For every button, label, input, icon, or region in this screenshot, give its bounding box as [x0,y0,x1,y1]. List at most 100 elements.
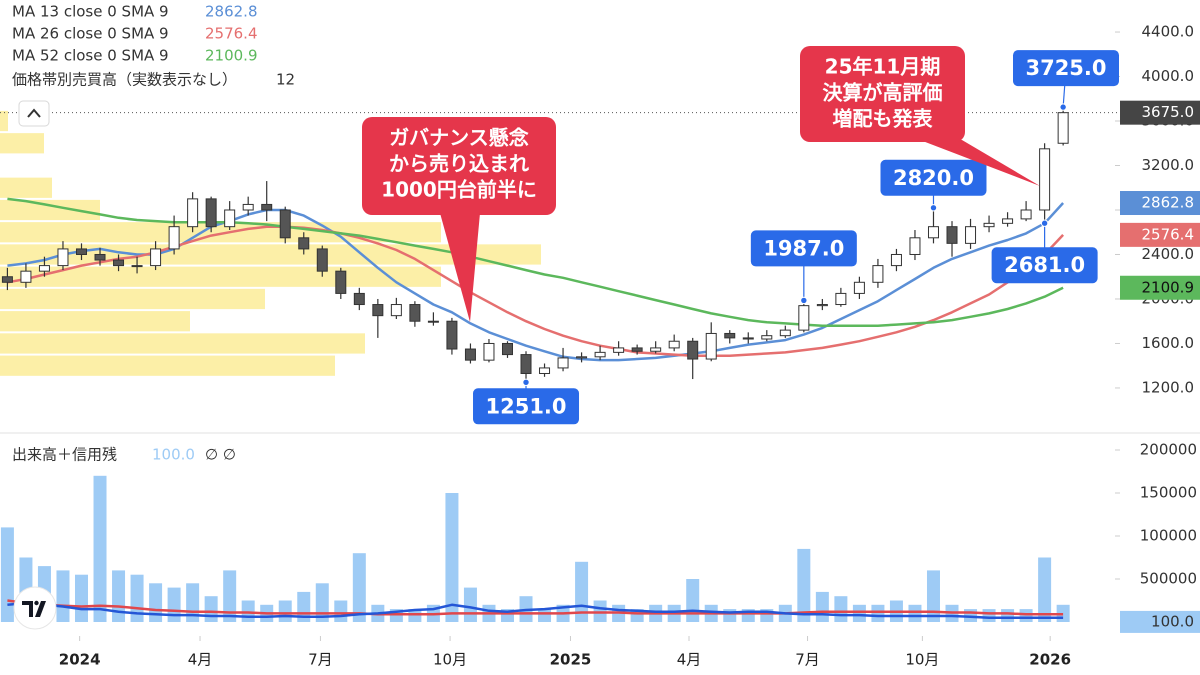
volume-legend-extra: ∅ ∅ [205,446,236,464]
volume-bar [445,493,459,622]
callout-box [362,117,556,215]
candle-body [872,265,884,283]
ma-tag-label: 2576.4 [1142,225,1195,243]
last-price-label: 3675.0 [1142,103,1195,121]
volume-bar [112,570,126,622]
annotation-box [880,159,987,196]
candle-body [613,347,625,353]
ma-line [7,197,1064,327]
candle-body [75,248,87,255]
profile-bar [0,199,100,221]
ma-tag [1120,222,1200,247]
legend-label: MA 26 close 0 SMA 9 [12,25,169,43]
candle-body [539,367,551,374]
profile-bar [0,266,441,287]
volume-bar [982,609,996,622]
callout-pointer [440,213,480,322]
profile-bar [0,222,441,243]
volume-bar [56,570,70,622]
callout-text: 1000円台前半に [381,178,537,202]
volume-title: 出来高＋信用残 [12,446,117,464]
profile-title: 価格帯別売買高（実数表示なし） [12,71,237,89]
legend-label: MA 13 close 0 SMA 9 [12,3,169,21]
volume-bar [1038,557,1052,622]
candle-body [131,265,143,268]
candle-body [446,320,458,350]
button-frame[interactable] [18,100,50,127]
candle-body [38,265,50,272]
volume-bar [149,583,163,622]
annotation-point [522,378,530,386]
y-tick-label: 1200.0 [1142,378,1195,396]
candle-body [298,237,310,250]
x-tick-label: 2025 [550,651,592,669]
candle-body [150,248,162,267]
candle-body [224,209,236,228]
volume-tag [1120,610,1200,633]
profile-bar [0,177,52,198]
candle-body [483,342,495,361]
candle-body [687,340,699,360]
volume-bar [815,591,829,622]
volume-bar [834,596,848,622]
volume-bar [871,604,885,622]
candle-body [909,237,921,255]
candle-body [427,320,439,323]
x-tick-label: 7月 [795,651,820,669]
candle-body [927,226,939,239]
legend-label: MA 52 close 0 SMA 9 [12,47,169,65]
candle-body [279,209,291,239]
candle-body [631,347,643,352]
y-tick-label: 1600.0 [1142,334,1195,352]
ma-tag [1120,275,1200,300]
callout-text: 決算が高評価 [823,81,943,105]
candle-body [761,335,773,340]
x-tick-label: 4月 [188,651,213,669]
annotation-box [991,247,1098,284]
collapse-button[interactable] [18,100,50,127]
candle-body [316,248,328,272]
volume-tag-label: 100.0 [1151,612,1194,630]
annotation-label: 2820.0 [893,166,974,190]
logo-mark [22,601,46,617]
ma-line [7,225,1065,357]
y-tick-label: 2400.0 [1142,245,1195,263]
x-tick-label: 2026 [1029,651,1071,669]
volume-bar [852,604,866,622]
annotation-point [929,204,938,212]
candle-body [20,270,32,283]
candle-body [1,276,13,283]
candle-body [390,304,402,317]
legend-value: 2862.8 [205,3,258,21]
callout-pointer [920,140,1040,186]
candle-body [705,332,717,360]
candle-body [816,304,828,307]
volume-legend-value: 100.0 [152,446,195,464]
candle-body [965,226,977,244]
candle-body [501,342,513,356]
x-tick-label: 10月 [905,651,939,669]
volume-bar [723,609,737,622]
profile-bar [0,355,335,376]
y-tick-label: 4400.0 [1142,23,1195,41]
callout-text: から売り込まれ [389,152,529,176]
candle-body [1020,209,1032,220]
x-tick-label: 7月 [308,651,333,669]
volume-bar [223,570,237,622]
annotation-point [800,296,808,305]
y-tick-label: 150000 [1140,484,1197,502]
y-tick-label: 4000.0 [1142,67,1195,85]
callout-text: 増配も発表 [833,107,934,131]
candle-body [779,329,791,337]
volume-line [7,601,1064,619]
x-tick-label: 2024 [59,651,101,669]
profile-bar [0,311,190,332]
candle-body [205,198,217,228]
x-tick-label: 4月 [677,651,702,669]
y-tick-label: 100000 [1140,527,1197,545]
candle-body [742,337,754,340]
profile-bar [0,288,265,310]
volume-bar [130,574,144,622]
profile-bar [0,133,44,154]
